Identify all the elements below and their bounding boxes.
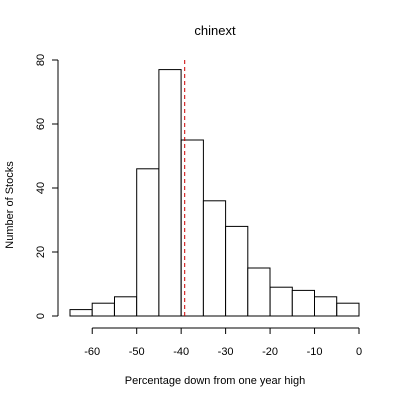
- x-tick-label: -60: [84, 346, 100, 358]
- x-tick-label: -30: [218, 346, 234, 358]
- histogram-bar: [202, 200, 227, 317]
- histogram-bar: [336, 302, 360, 317]
- chart-title: chinext: [194, 23, 236, 38]
- x-tick-label: 0: [356, 346, 362, 358]
- x-tick-label: -50: [129, 346, 145, 358]
- y-axis-label: Number of Stocks: [4, 161, 16, 249]
- histogram-bar: [291, 289, 315, 317]
- histogram-bar: [91, 302, 115, 317]
- bars: [69, 69, 360, 317]
- histogram-bar: [158, 69, 182, 317]
- histogram-bar: [225, 225, 249, 317]
- histogram-bar: [114, 296, 138, 317]
- x-tick-label: -10: [307, 346, 323, 358]
- histogram-bar: [269, 286, 293, 317]
- histogram-bar: [136, 168, 160, 317]
- y-tick-label: 40: [35, 182, 47, 194]
- x-axis-label: Percentage down from one year high: [125, 375, 305, 387]
- y-tick-label: 0: [35, 313, 47, 319]
- y-tick-label: 80: [35, 54, 47, 66]
- x-tick-label: -40: [173, 346, 189, 358]
- histogram-bar: [69, 309, 93, 317]
- histogram-bar: [247, 267, 271, 317]
- histogram-bar: [314, 296, 338, 317]
- y-tick-label: 60: [35, 118, 47, 130]
- x-axis: -60 -50 -40 -30 -20 -10 0: [84, 327, 362, 358]
- y-tick-label: 20: [35, 246, 47, 258]
- y-axis: 0 20 40 60 80: [35, 54, 59, 319]
- x-tick-label: -20: [262, 346, 278, 358]
